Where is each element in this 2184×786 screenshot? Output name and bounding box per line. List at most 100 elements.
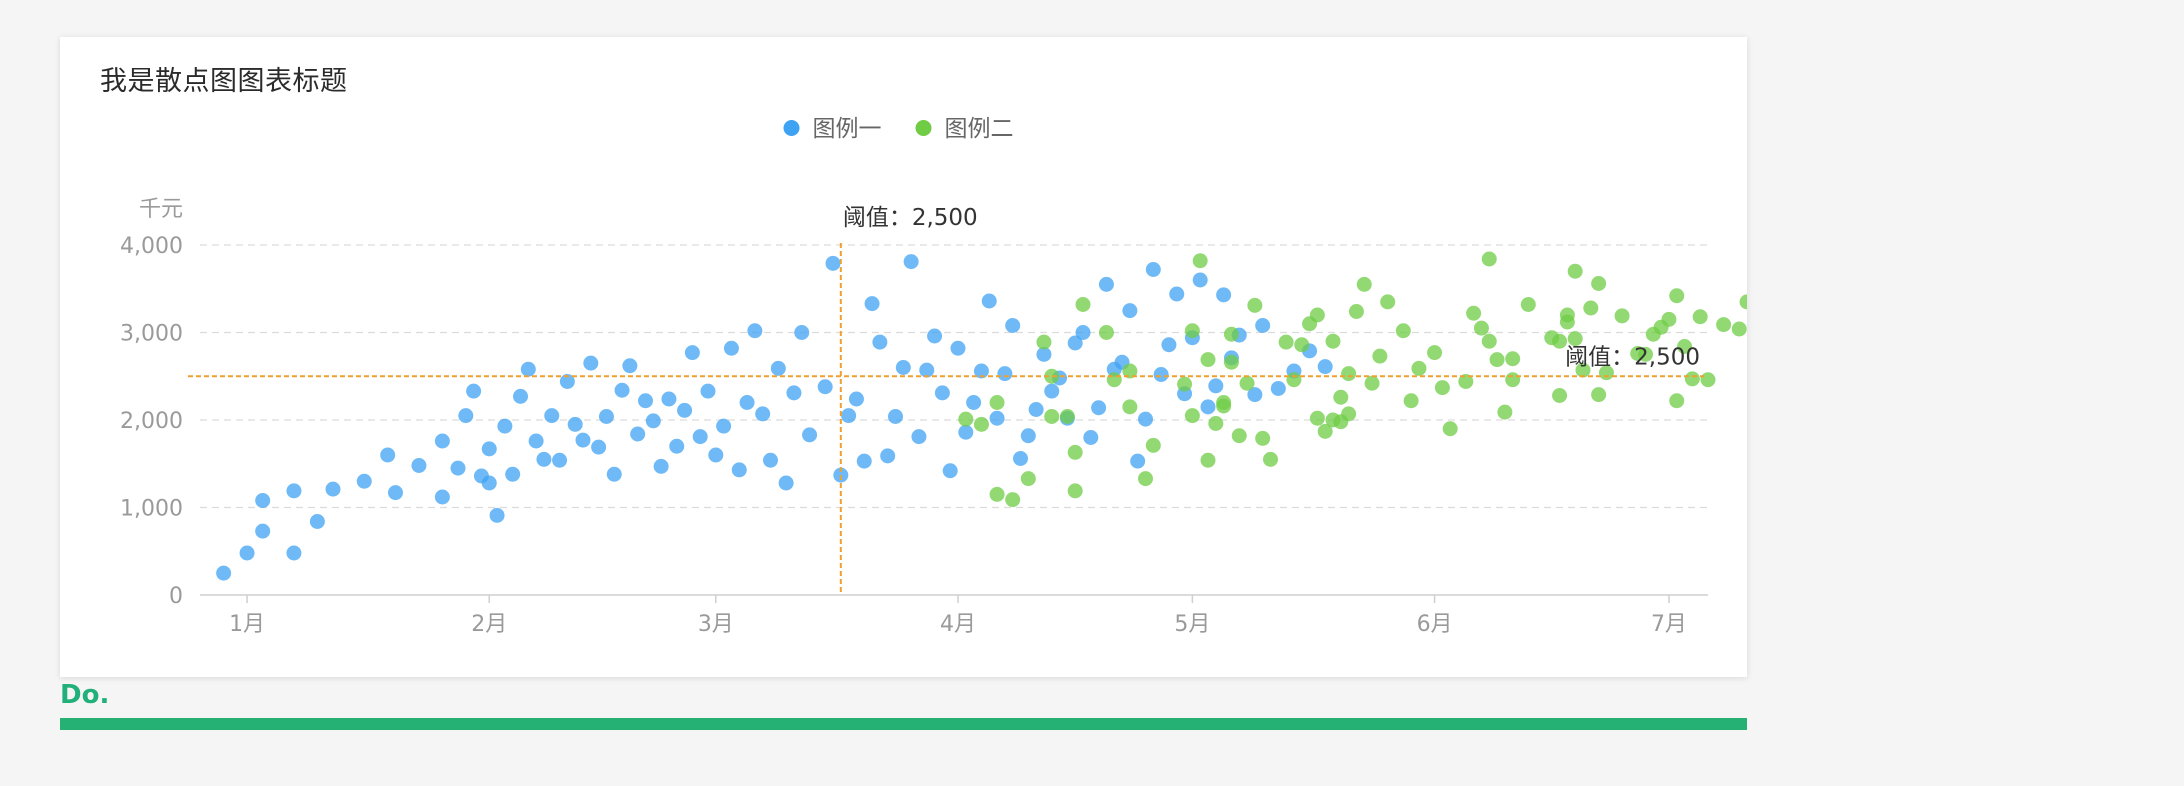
scatter-point[interactable]: [536, 451, 552, 467]
scatter-point[interactable]: [989, 410, 1005, 426]
scatter-point[interactable]: [1161, 337, 1177, 353]
scatter-point[interactable]: [528, 433, 544, 449]
scatter-point[interactable]: [763, 452, 778, 468]
scatter-point[interactable]: [1208, 416, 1224, 431]
scatter-point[interactable]: [1505, 372, 1521, 388]
scatter-point[interactable]: [1067, 444, 1083, 460]
scatter-point[interactable]: [856, 453, 872, 469]
scatter-point[interactable]: [591, 439, 607, 455]
scatter-point[interactable]: [638, 393, 653, 409]
scatter-point[interactable]: [1700, 372, 1716, 388]
scatter-point[interactable]: [1669, 288, 1685, 304]
scatter-point[interactable]: [1638, 346, 1653, 362]
scatter-point[interactable]: [1083, 430, 1099, 445]
scatter-point[interactable]: [1005, 318, 1021, 333]
scatter-point[interactable]: [1255, 430, 1271, 446]
scatter-point[interactable]: [1044, 368, 1060, 384]
scatter-point[interactable]: [684, 345, 700, 361]
scatter-point[interactable]: [1677, 339, 1693, 354]
scatter-point[interactable]: [1223, 354, 1239, 370]
scatter-point[interactable]: [1567, 263, 1583, 279]
scatter-point[interactable]: [911, 429, 927, 445]
scatter-point[interactable]: [989, 486, 1005, 502]
scatter-point[interactable]: [1067, 483, 1083, 499]
scatter-point[interactable]: [1192, 253, 1208, 269]
scatter-point[interactable]: [1739, 294, 1747, 310]
scatter-point[interactable]: [255, 493, 271, 508]
scatter-point[interactable]: [1614, 308, 1630, 324]
scatter-point[interactable]: [747, 323, 763, 339]
scatter-point[interactable]: [1044, 409, 1060, 424]
scatter-point[interactable]: [825, 255, 841, 271]
scatter-point[interactable]: [950, 340, 966, 356]
scatter-point[interactable]: [1473, 320, 1489, 336]
scatter-point[interactable]: [669, 438, 685, 454]
scatter-point[interactable]: [1239, 375, 1255, 391]
scatter-point[interactable]: [966, 395, 982, 410]
scatter-point[interactable]: [513, 388, 528, 404]
scatter-point[interactable]: [1411, 360, 1427, 376]
scatter-point[interactable]: [981, 293, 997, 309]
scatter-point[interactable]: [583, 355, 599, 371]
scatter-point[interactable]: [817, 379, 833, 395]
scatter-point[interactable]: [1442, 421, 1458, 437]
scatter-point[interactable]: [606, 466, 622, 482]
scatter-point[interactable]: [1278, 334, 1294, 350]
scatter-point[interactable]: [598, 409, 614, 424]
scatter-point[interactable]: [973, 363, 989, 379]
scatter-point[interactable]: [458, 408, 474, 424]
scatter-point[interactable]: [1020, 471, 1036, 487]
scatter-point[interactable]: [731, 462, 747, 478]
legend-item-2[interactable]: 图例二: [915, 116, 1014, 142]
scatter-point[interactable]: [1559, 307, 1575, 323]
scatter-point[interactable]: [864, 296, 880, 312]
scatter-point[interactable]: [1169, 286, 1185, 302]
scatter-point[interactable]: [388, 485, 403, 501]
scatter-point[interactable]: [755, 406, 771, 422]
scatter-point[interactable]: [895, 360, 911, 375]
scatter-point[interactable]: [1231, 428, 1247, 444]
scatter-point[interactable]: [380, 447, 396, 463]
scatter-point[interactable]: [286, 483, 302, 499]
scatter-point[interactable]: [872, 334, 888, 350]
scatter-point[interactable]: [1091, 400, 1107, 416]
scatter-point[interactable]: [1341, 406, 1357, 422]
scatter-point[interactable]: [505, 466, 521, 482]
scatter-point[interactable]: [1020, 428, 1036, 444]
scatter-point[interactable]: [1520, 297, 1536, 312]
scatter-point[interactable]: [614, 382, 630, 398]
scatter-point[interactable]: [1059, 409, 1075, 424]
scatter-point[interactable]: [1325, 333, 1341, 349]
scatter-point[interactable]: [239, 545, 255, 561]
scatter-point[interactable]: [1434, 380, 1450, 396]
scatter-point[interactable]: [1731, 321, 1747, 337]
scatter-point[interactable]: [1138, 411, 1153, 427]
scatter-point[interactable]: [997, 366, 1013, 382]
scatter-point[interactable]: [1333, 389, 1349, 405]
scatter-point[interactable]: [1505, 351, 1521, 367]
scatter-point[interactable]: [973, 416, 989, 432]
scatter-point[interactable]: [700, 383, 716, 399]
scatter-point[interactable]: [1247, 297, 1263, 313]
scatter-point[interactable]: [1661, 311, 1677, 327]
scatter-point[interactable]: [1036, 346, 1052, 362]
scatter-point[interactable]: [1356, 276, 1372, 292]
scatter-point[interactable]: [1138, 471, 1153, 487]
scatter-point[interactable]: [497, 418, 513, 434]
scatter-point[interactable]: [1458, 374, 1474, 389]
scatter-point[interactable]: [1481, 251, 1497, 267]
scatter-point[interactable]: [411, 458, 427, 473]
scatter-point[interactable]: [934, 385, 950, 401]
scatter-point[interactable]: [1575, 362, 1591, 378]
scatter-point[interactable]: [1567, 331, 1583, 347]
scatter-point[interactable]: [1177, 376, 1193, 392]
scatter-point[interactable]: [1497, 404, 1513, 420]
legend[interactable]: 图例一 图例二: [783, 116, 1014, 142]
scatter-point[interactable]: [450, 460, 466, 476]
scatter-point[interactable]: [552, 452, 568, 468]
scatter-point[interactable]: [770, 360, 786, 376]
scatter-point[interactable]: [1317, 423, 1333, 439]
scatter-point[interactable]: [1583, 300, 1599, 316]
scatter-point[interactable]: [942, 463, 958, 479]
scatter-point[interactable]: [1075, 325, 1091, 340]
